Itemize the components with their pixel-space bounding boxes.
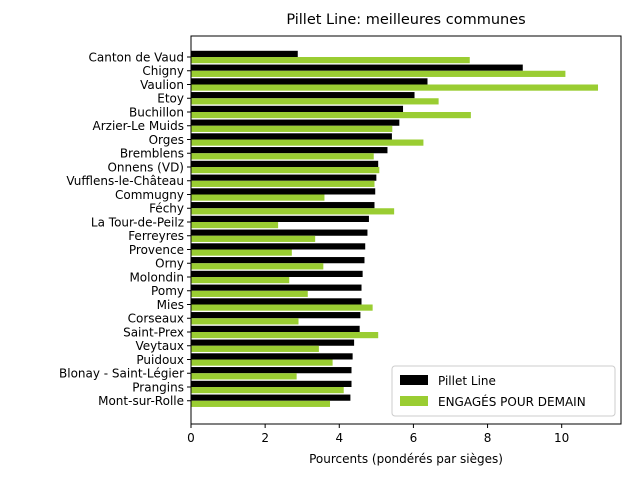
legend-label-pillet-line: Pillet Line (438, 374, 496, 388)
bar-engages-pour-demain-pomy (191, 290, 308, 297)
y-tick-label: Prangins (132, 380, 184, 394)
bar-pillet-line-la-tour-de-peilz (191, 215, 369, 222)
x-tick-label: 8 (484, 431, 492, 445)
bar-pillet-line-corseaux (191, 312, 361, 319)
bar-pillet-line-puidoux (191, 353, 353, 360)
bar-pillet-line-commugny (191, 188, 376, 195)
bar-engages-pour-demain-vaulion (191, 84, 599, 91)
y-tick-label: Puidoux (136, 353, 184, 367)
bar-pillet-line-ferreyres (191, 229, 368, 236)
y-tick-label: La Tour-de-Peilz (91, 215, 184, 229)
bar-pillet-line-etoy (191, 92, 415, 99)
y-tick-label: Etoy (157, 92, 184, 106)
bar-engages-pour-demain-vufflens-le-chateau (191, 180, 375, 187)
y-tick-label: Bremblens (120, 147, 184, 161)
y-tick-label: Arzier-Le Muids (93, 119, 185, 133)
bar-engages-pour-demain-saint-prex (191, 332, 379, 339)
y-tick-label: Corseaux (128, 312, 184, 326)
x-tick-label: 2 (261, 431, 269, 445)
bar-engages-pour-demain-onnens-vd (191, 167, 380, 174)
bar-pillet-line-orny (191, 257, 365, 264)
bar-engages-pour-demain-commugny (191, 194, 325, 201)
chart-title: Pillet Line: meilleures communes (286, 12, 525, 28)
bar-pillet-line-mies (191, 298, 362, 305)
bar-pillet-line-blonay-saint-legier (191, 367, 352, 374)
bar-pillet-line-vufflens-le-chateau (191, 174, 377, 181)
bar-engages-pour-demain-fechy (191, 208, 395, 215)
bar-engages-pour-demain-orges (191, 139, 424, 146)
bar-engages-pour-demain-mont-sur-rolle (191, 400, 331, 407)
bars-group (191, 50, 599, 407)
bar-pillet-line-molondin (191, 270, 363, 277)
bar-engages-pour-demain-buchillon (191, 112, 471, 119)
legend: Pillet Line ENGAGÉS POUR DEMAIN (391, 365, 616, 417)
y-tick-label: Onnens (VD) (107, 160, 184, 174)
bar-pillet-line-pomy (191, 284, 362, 291)
bar-pillet-line-chigny (191, 64, 523, 71)
y-tick-label: Saint-Prex (123, 325, 184, 339)
y-tick-label: Mies (157, 298, 184, 312)
bar-engages-pour-demain-mies (191, 304, 373, 311)
x-axis-label: Pourcents (pondérés par sièges) (309, 452, 503, 466)
bar-engages-pour-demain-puidoux (191, 359, 333, 366)
x-axis-ticks: 0 2 4 6 8 10 (187, 424, 569, 445)
bar-engages-pour-demain-orny (191, 263, 324, 270)
bar-pillet-line-bremblens (191, 147, 388, 154)
bar-pillet-line-arzier-le-muids (191, 119, 400, 126)
y-axis-ticks: Canton de VaudChignyVaulionEtoyBuchillon… (59, 50, 191, 408)
bar-engages-pour-demain-la-tour-de-peilz (191, 222, 279, 229)
x-tick-label: 4 (335, 431, 343, 445)
bar-engages-pour-demain-veytaux (191, 345, 319, 352)
bar-pillet-line-vaulion (191, 78, 428, 85)
y-tick-label: Blonay - Saint-Légier (59, 367, 184, 381)
y-tick-label: Veytaux (135, 339, 184, 353)
bar-pillet-line-fechy (191, 202, 375, 209)
bar-pillet-line-onnens-vd (191, 160, 379, 167)
bar-engages-pour-demain-provence (191, 249, 292, 256)
bar-pillet-line-provence (191, 243, 366, 250)
bar-engages-pour-demain-arzier-le-muids (191, 125, 393, 132)
y-tick-label: Mont-sur-Rolle (98, 394, 184, 408)
y-tick-label: Vaulion (140, 78, 184, 92)
x-tick-label: 0 (187, 431, 195, 445)
y-tick-label: Orny (155, 257, 184, 271)
bar-engages-pour-demain-ferreyres (191, 235, 316, 242)
bar-engages-pour-demain-canton-de-vaud (191, 57, 470, 64)
y-tick-label: Chigny (142, 64, 184, 78)
bar-pillet-line-saint-prex (191, 325, 360, 332)
bar-engages-pour-demain-blonay-saint-legier (191, 373, 297, 380)
bar-engages-pour-demain-chigny (191, 70, 566, 77)
y-tick-label: Molondin (129, 270, 184, 284)
bar-pillet-line-orges (191, 133, 392, 140)
y-tick-label: Commugny (115, 188, 184, 202)
y-tick-label: Orges (149, 133, 184, 147)
y-tick-label: Canton de Vaud (89, 50, 184, 64)
bar-pillet-line-canton-de-vaud (191, 50, 298, 57)
bar-engages-pour-demain-molondin (191, 277, 290, 284)
y-tick-label: Vufflens-le-Château (66, 174, 184, 188)
bar-pillet-line-prangins (191, 380, 352, 387)
x-tick-label: 6 (410, 431, 418, 445)
bar-engages-pour-demain-corseaux (191, 318, 299, 325)
bar-pillet-line-mont-sur-rolle (191, 394, 351, 401)
y-tick-label: Pomy (151, 284, 184, 298)
bar-engages-pour-demain-prangins (191, 387, 344, 394)
plot-frame (190, 35, 622, 425)
x-tick-label: 10 (554, 431, 569, 445)
bar-pillet-line-veytaux (191, 339, 355, 346)
bar-engages-pour-demain-etoy (191, 98, 439, 105)
y-tick-label: Provence (129, 243, 184, 257)
legend-label-engages-pour-demain: ENGAGÉS POUR DEMAIN (438, 394, 586, 409)
bar-engages-pour-demain-bremblens (191, 153, 374, 160)
bar-pillet-line-buchillon (191, 105, 404, 112)
y-tick-label: Ferreyres (128, 229, 184, 243)
y-tick-label: Féchy (149, 202, 184, 216)
legend-box (391, 365, 616, 417)
legend-swatch-engages-pour-demain (400, 396, 428, 406)
y-tick-label: Buchillon (129, 105, 184, 119)
legend-swatch-pillet-line (400, 375, 428, 385)
